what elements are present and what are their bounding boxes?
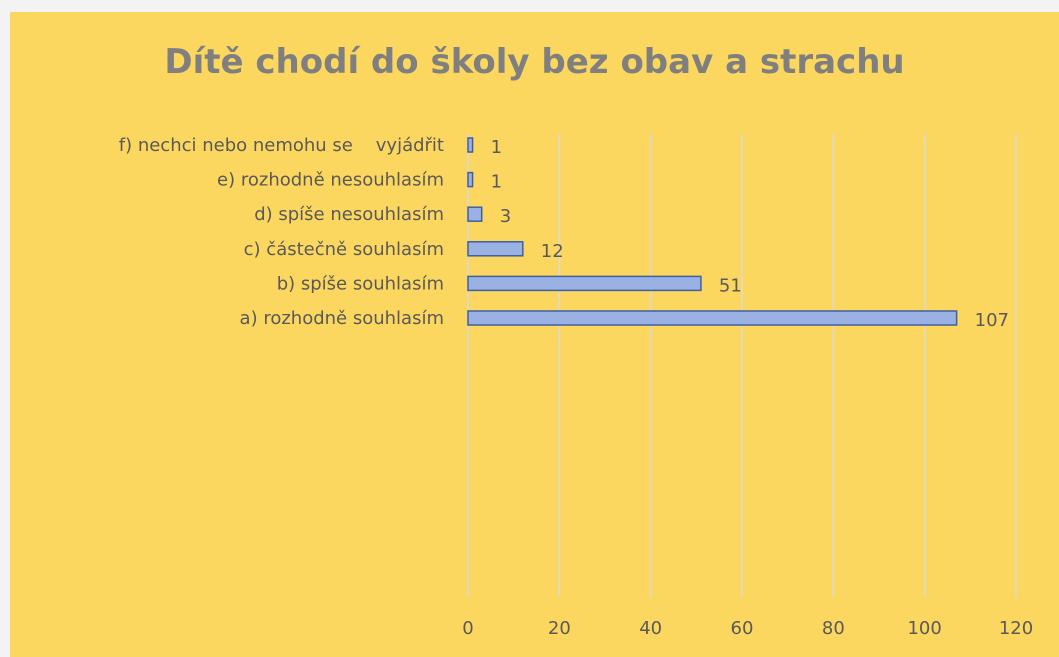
data-label: 107 (975, 310, 1009, 331)
data-label: 12 (541, 241, 564, 262)
data-label: 1 (491, 172, 502, 193)
bar[interactable] (467, 241, 524, 257)
data-label: 51 (719, 275, 742, 296)
category-labels: a) rozhodně souhlasím b) spíše souhlasím c… (119, 135, 444, 329)
chart-area[interactable]: Dítě chodí do školy bez obav a strachu a… (10, 12, 1059, 657)
category-label: d) spíše nesouhlasím (254, 204, 444, 225)
x-tick-label: 20 (548, 618, 571, 639)
bar[interactable] (467, 171, 474, 188)
category-label: e) rozhodně nesouhlasím (217, 170, 444, 191)
category-label: b) spíše souhlasím (277, 273, 444, 294)
bar[interactable] (467, 137, 474, 153)
x-tick-label: 40 (639, 618, 662, 639)
x-tick-label: 80 (822, 618, 845, 639)
category-label: f) nechci nebo nemohu se vyjádřit (119, 135, 444, 156)
x-tick-label: 100 (907, 618, 941, 639)
category-label: a) rozhodně souhlasím (240, 308, 444, 329)
bar[interactable] (467, 275, 702, 292)
bar-chart: a) rozhodně souhlasím b) spíše souhlasím c… (119, 134, 1033, 639)
data-label: 3 (500, 206, 511, 227)
x-tick-label: 0 (462, 618, 473, 639)
category-label: c) částečně souhlasím (244, 239, 444, 260)
x-axis-tick-labels: 0 20 40 60 80 100 120 (462, 618, 1033, 639)
bars (467, 137, 958, 326)
gridlines (467, 134, 1017, 597)
x-tick-label: 120 (999, 618, 1033, 639)
data-labels: 107 51 12 3 1 1 (491, 137, 1009, 331)
chart-title: Dítě chodí do školy bez obav a strachu (164, 42, 905, 82)
x-tick-label: 60 (731, 618, 754, 639)
bar[interactable] (467, 206, 483, 222)
bar[interactable] (467, 310, 958, 326)
data-label: 1 (491, 137, 502, 158)
